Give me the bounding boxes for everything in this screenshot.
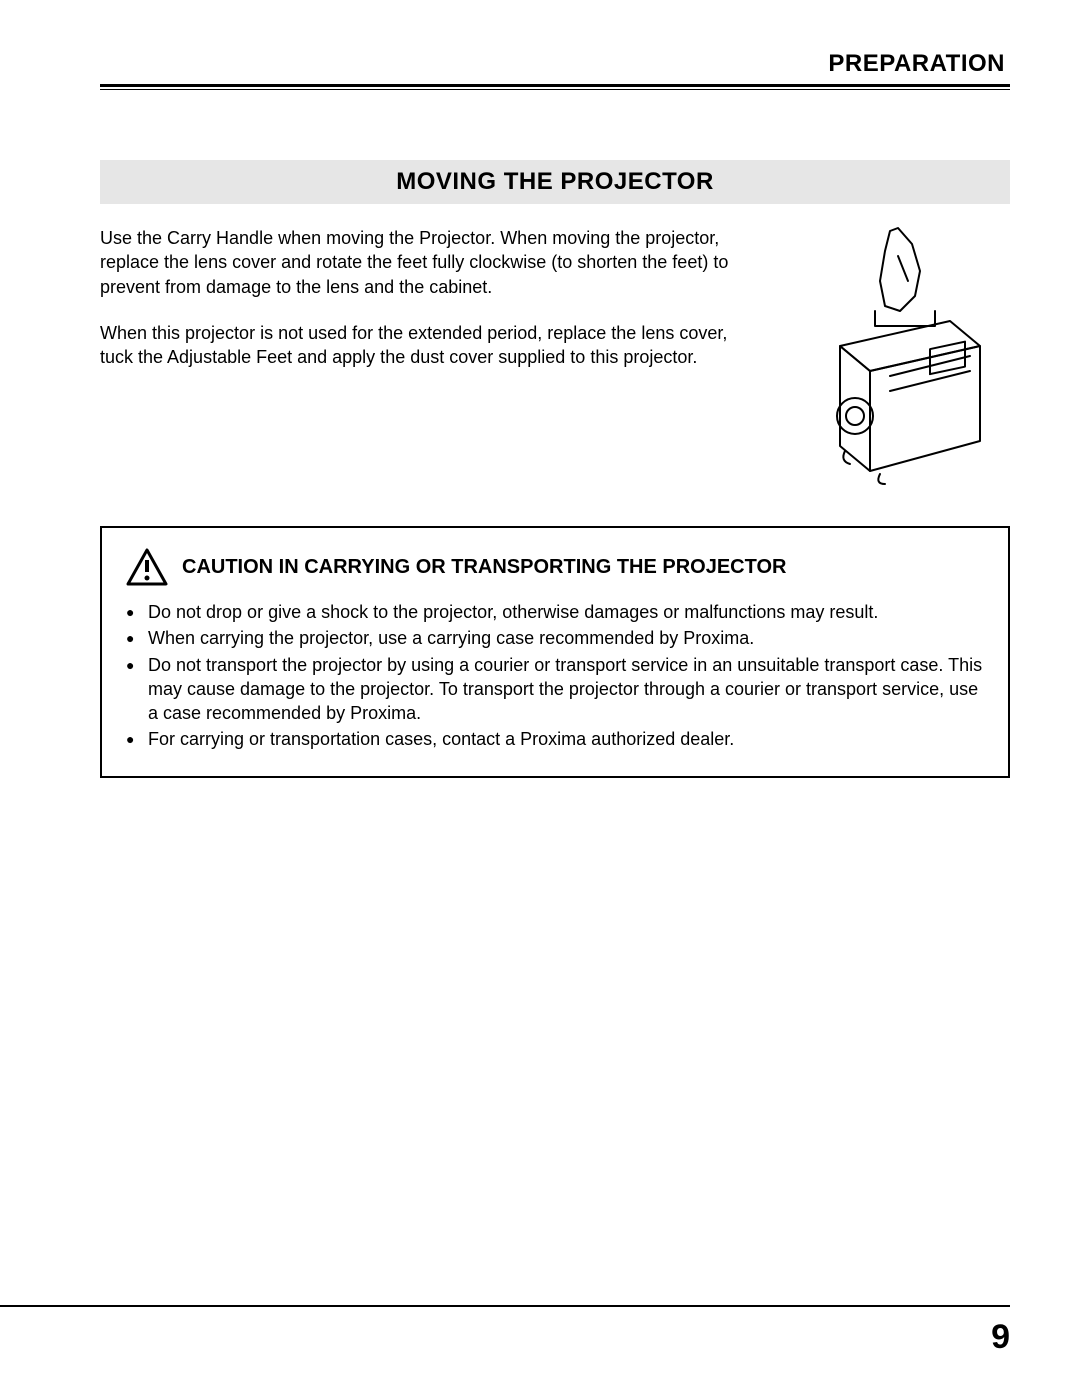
caution-item: When carrying the projector, use a carry… [126,626,984,650]
body-text: Use the Carry Handle when moving the Pro… [100,226,770,486]
paragraph-2: When this projector is not used for the … [100,321,740,370]
caution-title: CAUTION IN CARRYING OR TRANSPORTING THE … [182,556,786,579]
header-title: PREPARATION [100,50,1010,78]
page-number: 9 [991,1318,1010,1357]
caution-box: CAUTION IN CARRYING OR TRANSPORTING THE … [100,526,1010,778]
projector-illustration [770,226,1010,486]
body-row: Use the Carry Handle when moving the Pro… [100,226,1010,486]
caution-item: Do not transport the projector by using … [126,653,984,726]
header-rule [100,84,1010,90]
page: PREPARATION MOVING THE PROJECTOR Use the… [0,0,1080,1397]
footer-rule [0,1305,1010,1307]
caution-item: Do not drop or give a shock to the proje… [126,600,984,624]
projector-carry-icon [780,226,1000,486]
paragraph-1: Use the Carry Handle when moving the Pro… [100,226,740,299]
caution-list: Do not drop or give a shock to the proje… [126,600,984,752]
caution-item: For carrying or transportation cases, co… [126,727,984,751]
warning-icon [126,548,168,586]
caution-heading: CAUTION IN CARRYING OR TRANSPORTING THE … [126,548,984,586]
section-banner: MOVING THE PROJECTOR [100,160,1010,204]
